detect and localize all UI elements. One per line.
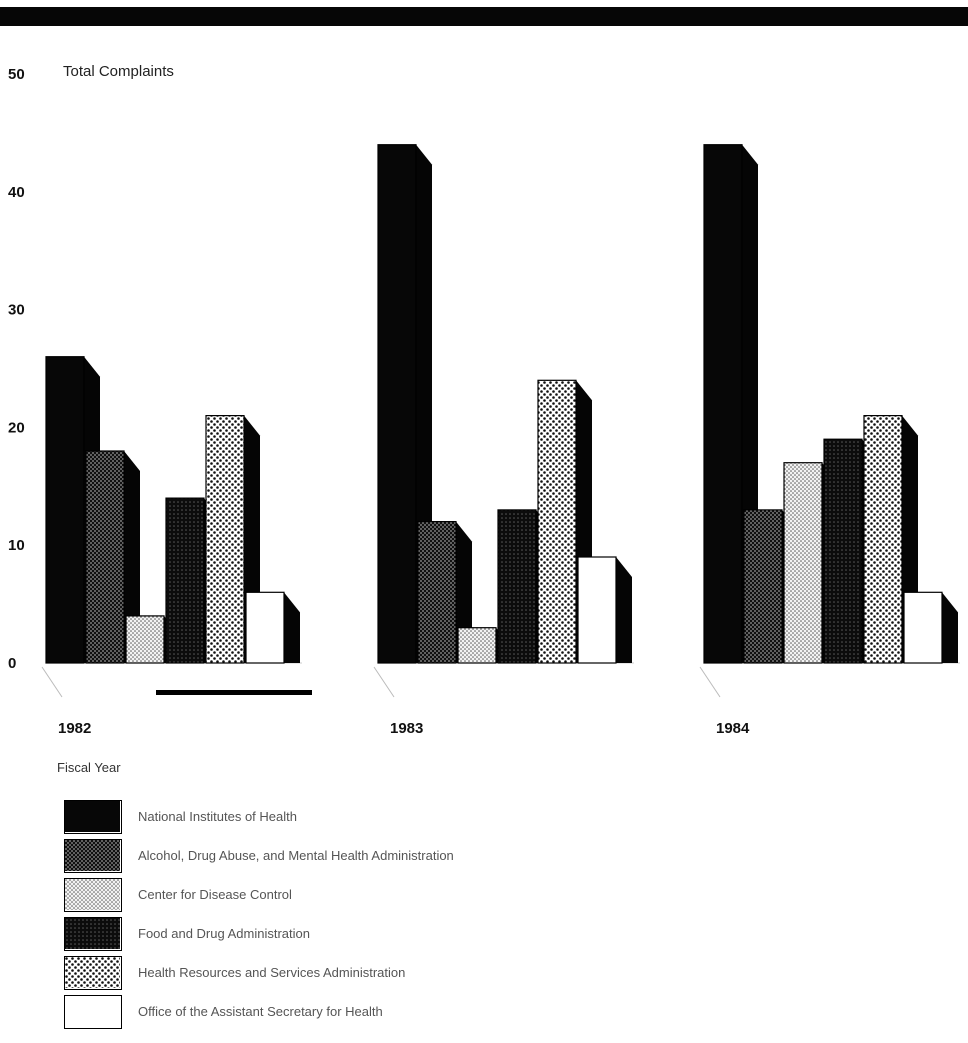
legend-swatch [64,956,122,990]
bar-front [903,591,943,664]
legend-swatch [64,995,122,1029]
legend-item: National Institutes of Health [64,800,764,836]
legend-label: Office of the Assistant Secretary for He… [138,1004,383,1019]
bar-group-1982 [41,356,302,698]
y-tick-label: 20 [8,419,25,436]
x-category-label: 1982 [58,720,91,737]
y-tick-label: 30 [8,302,25,319]
bar-front [45,356,85,664]
legend-label: Health Resources and Services Administra… [138,965,406,980]
bar [903,591,958,664]
bar-group-1984 [699,144,960,698]
bar [863,415,918,664]
bar-front [245,591,285,664]
y-tick-label: 50 [8,66,25,83]
bar-front [85,450,125,664]
bar-front [377,144,417,664]
bar-front [125,615,165,664]
top-black-bar [0,7,968,26]
floor-edge [373,666,395,698]
legend-swatch [64,839,122,873]
bar [577,556,632,664]
legend-item: Food and Drug Administration [64,917,764,953]
floor-edge [41,666,63,698]
bar-side [284,592,300,663]
bar-front [823,438,863,664]
bar-side [616,556,632,663]
legend-label: Center for Disease Control [138,887,292,902]
x-category-label: 1983 [390,720,423,737]
y-axis: 0 10 20 30 40 50 [8,66,25,672]
y-tick-label: 0 [8,655,16,672]
x-axis-label: Fiscal Year [57,760,121,775]
legend-item: Center for Disease Control [64,878,764,914]
legend-swatch [64,800,122,834]
legend-item: Alcohol, Drug Abuse, and Mental Health A… [64,839,764,875]
bar-front [783,462,823,664]
bar-front [497,509,537,664]
bar-front [417,520,457,664]
bar-front [863,415,903,664]
legend-label: National Institutes of Health [138,809,297,824]
y-tick-label: 40 [8,184,25,201]
legend-label: Alcohol, Drug Abuse, and Mental Health A… [138,848,454,863]
underline-mark [156,690,312,695]
bar-front [457,627,497,664]
bar-front [165,497,205,664]
legend-item: Office of the Assistant Secretary for He… [64,995,764,1031]
bar [85,450,140,664]
year-labels: 1982 1983 1984 [58,720,750,737]
legend-item: Health Resources and Services Administra… [64,956,764,992]
bar-group-1983 [373,144,634,698]
legend-swatch [64,917,122,951]
floor-edge [699,666,721,698]
bar-front [743,509,783,664]
bar-front [703,144,743,664]
legend-label: Food and Drug Administration [138,926,310,941]
y-axis-label: Total Complaints [63,63,174,80]
bar-front [205,415,245,664]
bar-front [577,556,617,664]
y-tick-label: 10 [8,537,25,554]
x-category-label: 1984 [716,720,750,737]
bars [41,144,960,698]
bar [245,591,300,664]
legend-swatch [64,878,122,912]
bar-side [124,450,140,663]
bar-side [942,592,958,663]
bar-front [537,379,577,664]
